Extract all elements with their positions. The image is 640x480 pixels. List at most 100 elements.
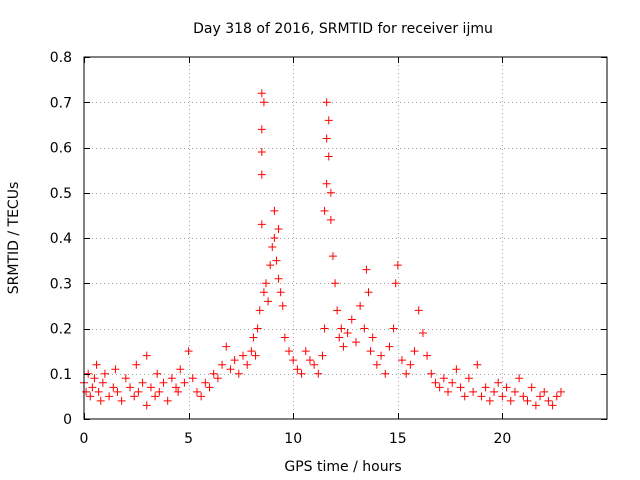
data-point: [209, 369, 218, 378]
data-point: [372, 360, 381, 369]
data-point: [439, 374, 448, 383]
x-tick-label: 5: [184, 431, 193, 447]
y-tick-label: 0.3: [50, 276, 72, 292]
data-point: [544, 396, 553, 405]
data-point: [234, 369, 243, 378]
data-point: [117, 396, 126, 405]
data-point: [146, 383, 155, 392]
data-point: [251, 351, 260, 360]
data-point: [297, 369, 306, 378]
data-point: [253, 324, 262, 333]
data-point: [343, 329, 352, 338]
data-point: [94, 387, 103, 396]
data-point: [427, 369, 436, 378]
data-point: [192, 387, 201, 396]
x-tick-label: 10: [284, 431, 302, 447]
x-axis-label: GPS time / hours: [284, 459, 401, 475]
data-point: [257, 220, 266, 229]
data-point: [278, 301, 287, 310]
data-point: [481, 383, 490, 392]
data-point: [322, 179, 331, 188]
data-point: [280, 333, 289, 342]
data-point: [109, 383, 118, 392]
data-point: [324, 152, 333, 161]
data-point: [126, 383, 135, 392]
data-point: [485, 396, 494, 405]
data-point: [366, 347, 375, 356]
data-point: [259, 98, 268, 107]
data-point: [418, 329, 427, 338]
data-point: [257, 148, 266, 157]
data-point: [469, 387, 478, 396]
y-tick-label: 0.8: [50, 50, 72, 66]
data-point: [121, 374, 130, 383]
data-point: [247, 347, 256, 356]
data-point: [257, 170, 266, 179]
data-point: [337, 324, 346, 333]
data-point: [364, 288, 373, 297]
data-point: [259, 288, 268, 297]
data-point: [153, 369, 162, 378]
data-point: [414, 306, 423, 315]
y-tick-label: 0.2: [50, 322, 72, 338]
data-point: [180, 378, 189, 387]
y-tick-label: 0.1: [50, 367, 72, 383]
data-point: [322, 134, 331, 143]
data-point: [155, 387, 164, 396]
y-tick-label: 0.6: [50, 141, 72, 157]
data-point: [331, 279, 340, 288]
data-point: [494, 378, 503, 387]
data-point: [347, 315, 356, 324]
data-point: [423, 351, 432, 360]
data-point: [460, 392, 469, 401]
data-point: [406, 360, 415, 369]
data-point: [82, 387, 91, 396]
y-tick-labels: 0 0.1 0.2 0.3 0.4 0.5 0.6 0.7 0.8: [50, 50, 72, 428]
y-tick-label: 0.5: [50, 186, 72, 202]
data-point: [540, 387, 549, 396]
data-point: [92, 360, 101, 369]
data-point: [552, 392, 561, 401]
data-point: [351, 338, 360, 347]
data-point: [151, 392, 160, 401]
data-point: [490, 387, 499, 396]
data-point: [320, 206, 329, 215]
y-tick-label: 0.4: [50, 231, 72, 247]
data-point: [222, 342, 231, 351]
data-point: [377, 351, 386, 360]
data-point: [285, 347, 294, 356]
data-point: [184, 347, 193, 356]
data-point: [444, 387, 453, 396]
y-tick-label: 0: [63, 412, 72, 428]
data-point: [262, 279, 271, 288]
data-point: [270, 234, 279, 242]
data-point: [391, 279, 400, 288]
data-point: [431, 378, 440, 387]
data-point: [213, 374, 222, 383]
data-point: [410, 347, 419, 356]
data-point: [360, 324, 369, 333]
data-point: [397, 356, 406, 365]
data-point: [98, 378, 107, 387]
data-point: [506, 396, 515, 405]
x-tick-labels: 0 5 10 15 20: [80, 431, 512, 447]
data-point: [536, 392, 545, 401]
data-point: [381, 369, 390, 378]
data-point: [335, 333, 344, 342]
data-point: [326, 188, 335, 197]
data-point: [132, 360, 141, 369]
data-point: [515, 374, 524, 383]
data-point: [510, 387, 519, 396]
data-point: [531, 401, 540, 410]
data-point: [320, 324, 329, 333]
data-point: [274, 224, 283, 233]
data-point: [339, 342, 348, 351]
data-point: [226, 365, 235, 374]
data-point: [324, 116, 333, 125]
data-point: [105, 392, 114, 401]
data-point: [435, 383, 444, 392]
data-point: [257, 89, 266, 98]
data-point: [130, 392, 139, 401]
data-point: [368, 333, 377, 342]
data-point: [201, 378, 210, 387]
